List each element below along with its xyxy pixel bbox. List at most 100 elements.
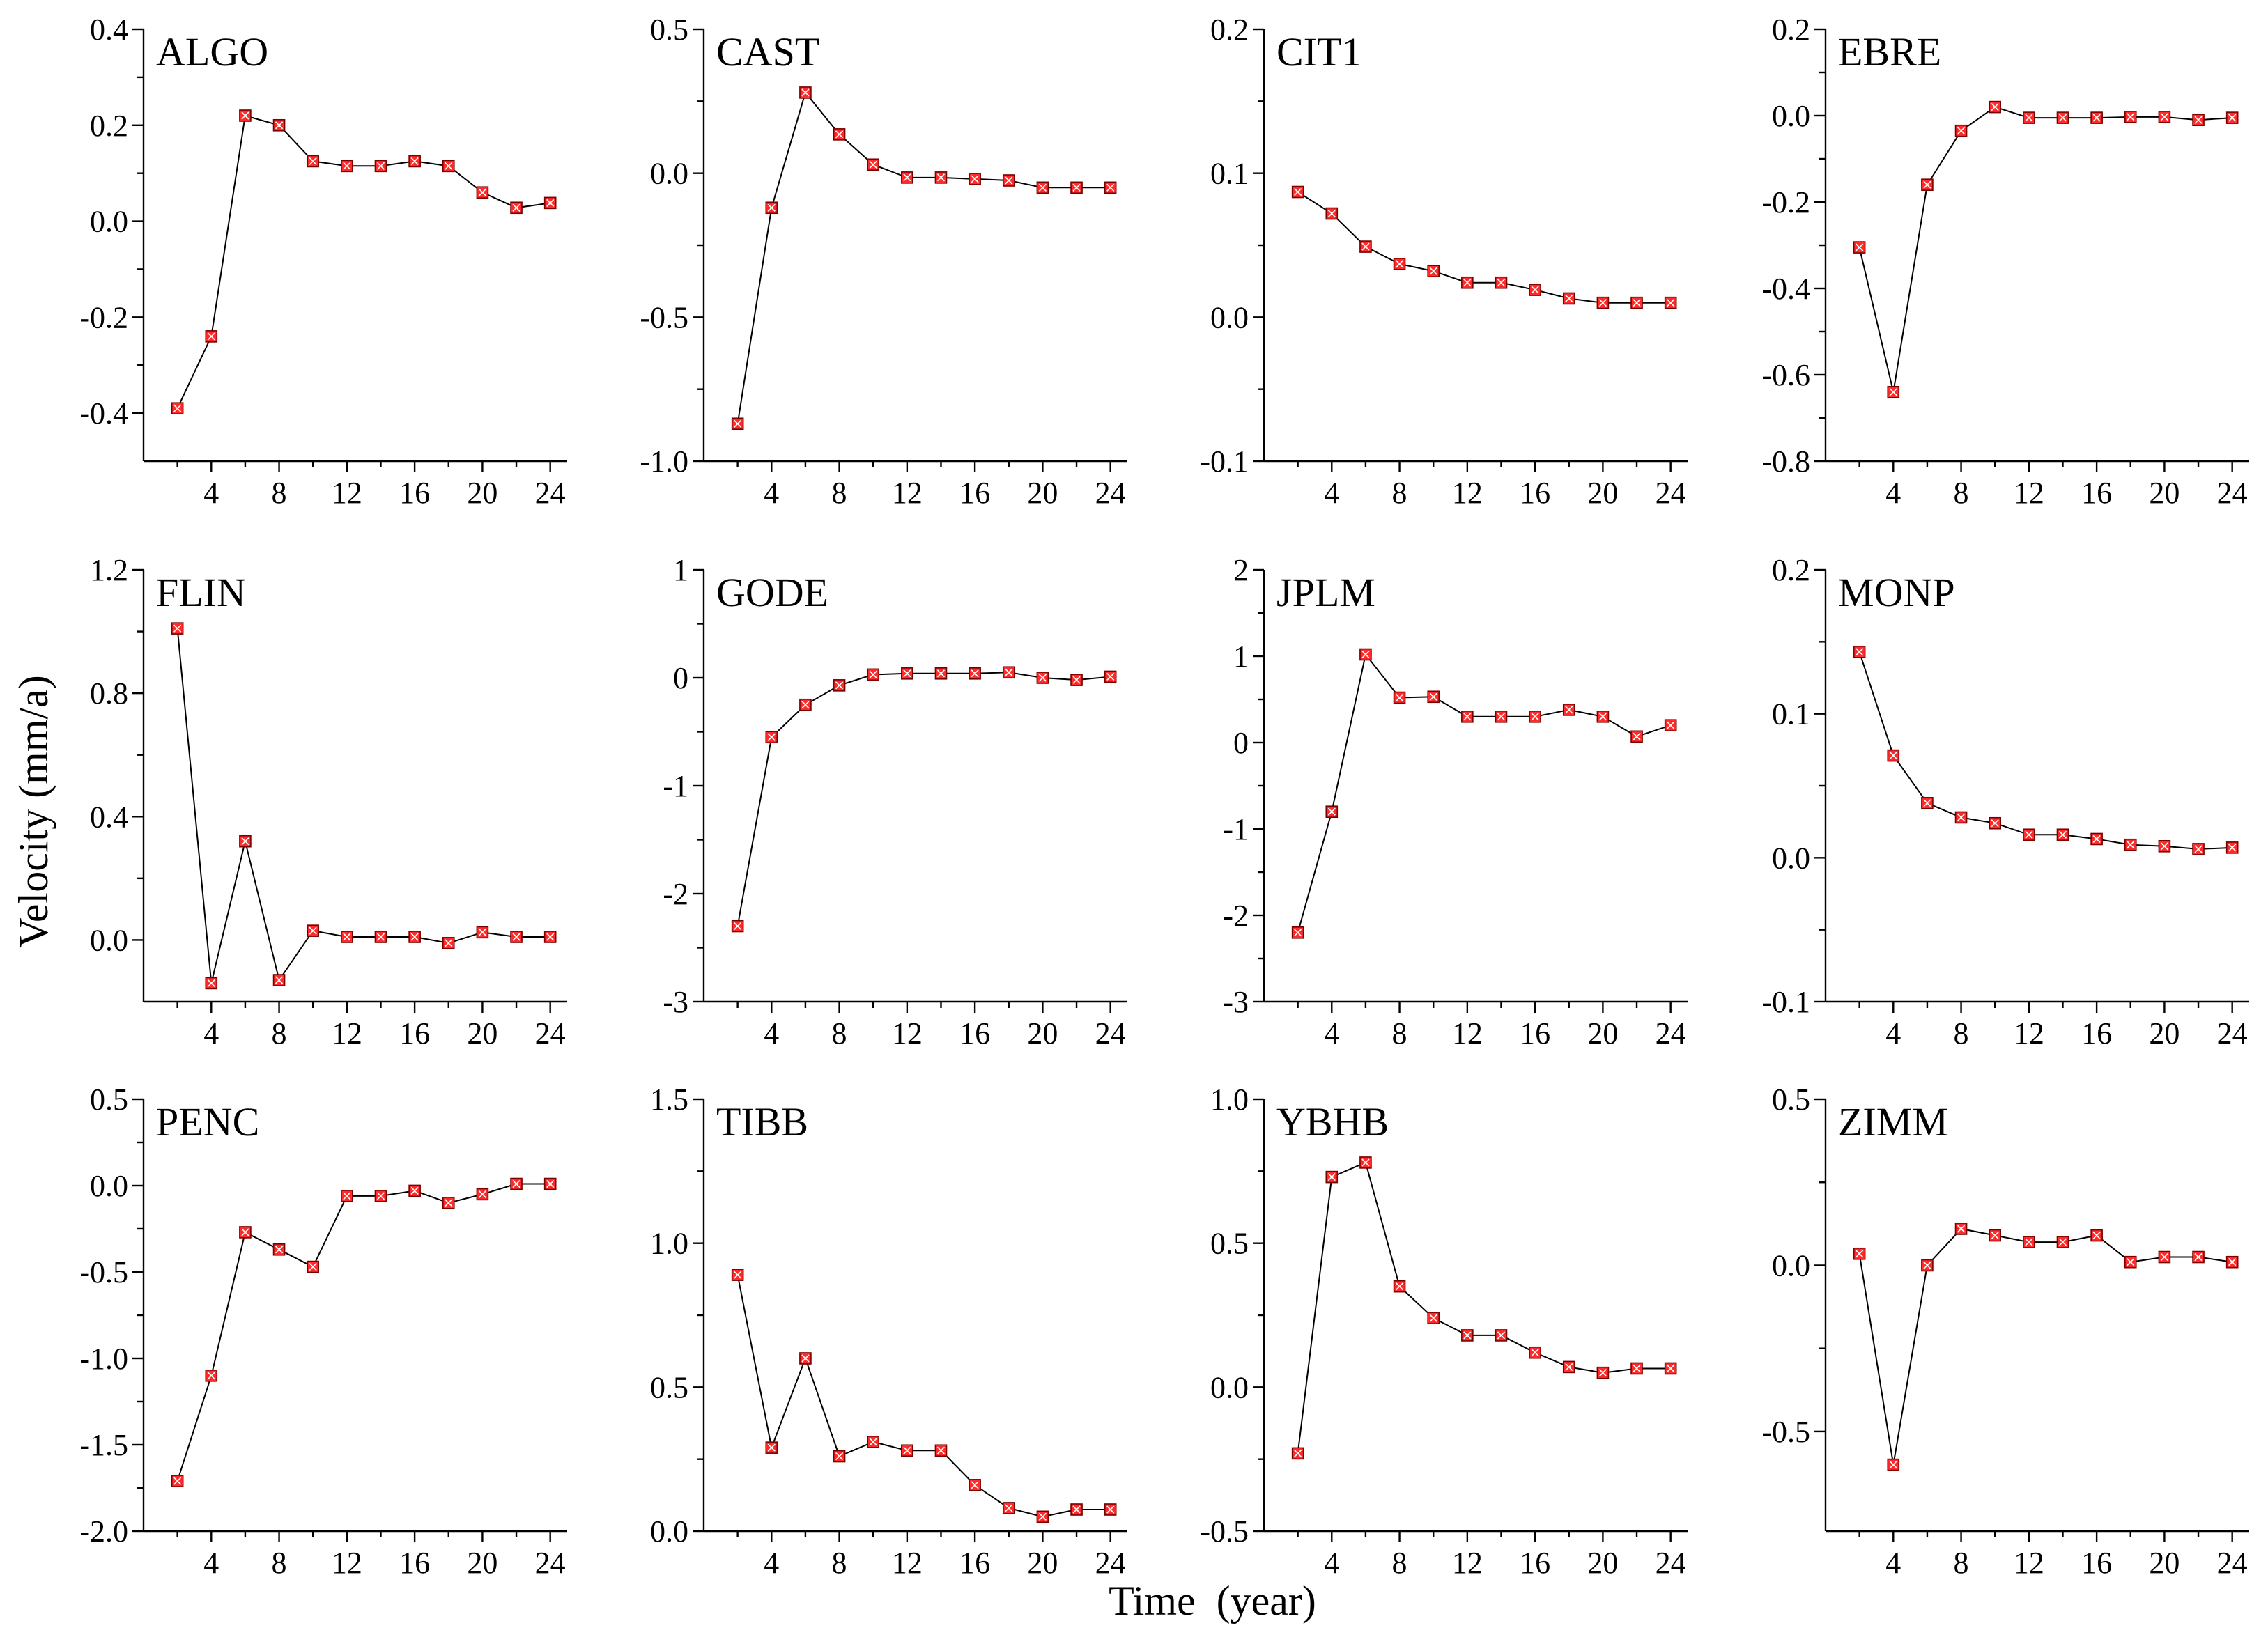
- y-tick-label: -3: [1223, 985, 1249, 1019]
- panel-cit1: -0.1 0.0 0.1 0.2 4 8 12 16 20 24 CIT1: [1200, 13, 1688, 510]
- x-tick-label: 24: [1095, 476, 1126, 510]
- data-point: [408, 155, 421, 168]
- data-point: [2090, 1229, 2103, 1242]
- y-tick-label: -0.8: [1761, 444, 1810, 479]
- data-point: [1495, 1329, 1508, 1342]
- data-point: [2090, 832, 2103, 846]
- series-line: [1858, 106, 2232, 393]
- y-tick-label: -1.5: [79, 1428, 128, 1462]
- data-point: [1954, 1223, 1968, 1235]
- data-point: [833, 1450, 846, 1463]
- x-tick-label: 4: [203, 476, 219, 510]
- data-point: [408, 1184, 421, 1197]
- data-point: [731, 1269, 744, 1281]
- data-point: [2124, 838, 2137, 851]
- data-point: [171, 622, 184, 635]
- data-point: [1291, 185, 1304, 199]
- y-tick-label: -0.6: [1761, 358, 1810, 392]
- data-point: [1461, 276, 1474, 289]
- x-tick-label: 12: [1452, 1016, 1483, 1050]
- data-point: [1529, 1346, 1541, 1359]
- data-point: [1070, 674, 1083, 686]
- data-point: [969, 173, 981, 185]
- data-point: [1989, 816, 2001, 830]
- data-point: [307, 155, 320, 168]
- panel-title: PENC: [156, 1099, 259, 1145]
- data-point: [1596, 710, 1610, 723]
- x-tick-label: 16: [1520, 476, 1550, 510]
- data-point: [543, 931, 557, 943]
- y-tick-label: 0.2: [1772, 553, 1810, 587]
- x-tick-label: 8: [272, 1546, 287, 1580]
- y-tick-label: 0.0: [1210, 1370, 1249, 1404]
- data-point: [1036, 1510, 1049, 1523]
- data-point: [2158, 1250, 2171, 1264]
- x-tick-label: 24: [535, 1016, 566, 1050]
- y-tick-label: 0.4: [90, 13, 128, 47]
- x-tick-label: 12: [332, 476, 362, 510]
- x-tick-label: 24: [2217, 1546, 2248, 1580]
- data-point: [2192, 1250, 2205, 1264]
- panel-monp: -0.1 0.0 0.1 0.2 4 8 12 16 20 24 MONP: [1761, 553, 2249, 1050]
- y-tick-label: 0.0: [90, 923, 128, 957]
- data-point: [1630, 296, 1643, 309]
- y-tick-label: -0.2: [1761, 185, 1810, 219]
- data-point: [1104, 670, 1117, 683]
- data-point: [2158, 840, 2171, 853]
- data-point: [765, 201, 778, 215]
- x-tick-label: 24: [1095, 1016, 1126, 1050]
- y-tick-label: -1.0: [79, 1342, 128, 1376]
- data-point: [1853, 645, 1866, 658]
- data-point: [2225, 1255, 2239, 1269]
- y-tick-label: -0.5: [1200, 1514, 1249, 1549]
- x-tick-label: 24: [1656, 1546, 1686, 1580]
- series-line: [736, 91, 1111, 424]
- data-point: [833, 128, 846, 141]
- data-point: [934, 667, 948, 680]
- y-tick-label: -3: [663, 985, 688, 1019]
- data-point: [341, 1190, 353, 1202]
- y-tick-label: 0: [1233, 726, 1249, 760]
- data-point: [1427, 265, 1440, 278]
- data-point: [1562, 292, 1575, 305]
- y-axis-title: Velocity (mm/a): [10, 675, 56, 948]
- data-point: [205, 977, 218, 990]
- data-point: [1954, 811, 1968, 824]
- x-tick-label: 16: [1520, 1016, 1550, 1050]
- data-point: [2192, 843, 2205, 855]
- data-point: [969, 1479, 981, 1491]
- data-point: [2158, 111, 2171, 123]
- y-tick-label: -0.1: [1761, 985, 1810, 1019]
- x-tick-label: 12: [892, 1546, 923, 1580]
- y-tick-label: -1.0: [640, 444, 688, 479]
- x-tick-label: 4: [764, 1546, 779, 1580]
- x-tick-label: 20: [1027, 476, 1058, 510]
- x-tick-label: 16: [959, 476, 990, 510]
- panel-title: EBRE: [1838, 29, 1941, 75]
- y-tick-label: 0.1: [1210, 157, 1249, 191]
- data-point: [1359, 1156, 1372, 1169]
- y-tick-label: 0.5: [650, 13, 688, 47]
- data-point: [510, 931, 523, 943]
- data-point: [2023, 1236, 2035, 1248]
- x-tick-label: 24: [2217, 1016, 2248, 1050]
- y-tick-label: -2.0: [79, 1514, 128, 1549]
- x-tick-label: 20: [467, 1016, 497, 1050]
- x-tick-label: 8: [1392, 1016, 1407, 1050]
- data-point: [2225, 841, 2239, 854]
- data-point: [765, 1441, 778, 1454]
- data-point: [765, 731, 778, 744]
- x-tick-label: 24: [1656, 1016, 1686, 1050]
- data-point: [2023, 828, 2035, 841]
- panel-title: CAST: [716, 29, 819, 75]
- x-tick-label: 12: [892, 476, 923, 510]
- y-tick-label: 0.0: [90, 1169, 128, 1203]
- x-tick-label: 12: [1452, 476, 1483, 510]
- data-point: [799, 1352, 812, 1365]
- data-point: [476, 1188, 489, 1201]
- data-point: [374, 931, 387, 943]
- data-point: [272, 1243, 286, 1256]
- data-point: [1954, 124, 1968, 137]
- x-tick-label: 4: [203, 1016, 219, 1050]
